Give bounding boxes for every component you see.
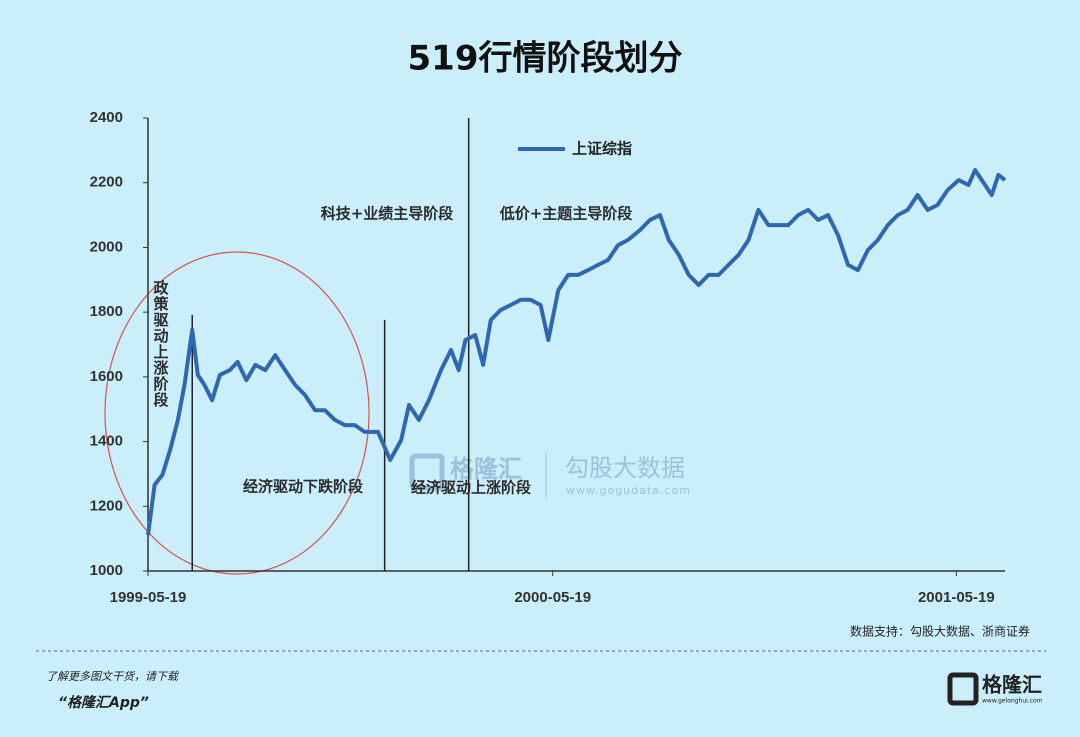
y-tick-label: 2200 bbox=[90, 174, 123, 191]
x-tick-label: 1999-05-19 bbox=[110, 589, 187, 606]
chart-title: 519行情阶段划分 bbox=[408, 39, 683, 79]
watermark-logo bbox=[409, 453, 445, 491]
watermark-brand: 格隆汇 bbox=[450, 455, 522, 483]
annotation: 科技+业绩主导阶段 bbox=[321, 205, 454, 223]
y-tick-label: 1600 bbox=[90, 368, 123, 385]
watermark-name: 勾股大数据 bbox=[565, 454, 685, 482]
footer-logo-url: www.gelonghui.com bbox=[982, 698, 1043, 705]
y-tick-label: 1400 bbox=[90, 433, 123, 450]
annotation: 低价+主题主导阶段 bbox=[499, 205, 633, 223]
y-tick-label: 1000 bbox=[90, 562, 123, 579]
y-tick-label: 2400 bbox=[90, 109, 123, 126]
x-tick-label: 2001-05-19 bbox=[918, 589, 995, 606]
y-tick-label: 2000 bbox=[90, 238, 123, 255]
series-line bbox=[146, 168, 1007, 536]
annotation: 经济驱动下跌阶段 bbox=[243, 478, 363, 496]
footer-logo: 格隆汇 bbox=[982, 673, 1042, 697]
y-tick-label: 1800 bbox=[90, 303, 123, 320]
legend-label: 上证综指 bbox=[572, 140, 632, 158]
source: 数据支持：勾股大数据、浙商证券 bbox=[850, 624, 1030, 639]
footer-app: “格隆汇App” bbox=[58, 694, 149, 711]
highlight-circle bbox=[104, 251, 370, 575]
y-tick-label: 1200 bbox=[90, 497, 123, 514]
annotation: 政策驱动上涨阶段 bbox=[152, 279, 170, 408]
watermark: 格隆汇 勾股大数据 www.gogudata.com bbox=[409, 452, 691, 498]
watermark-url: www.gogudata.com bbox=[566, 484, 691, 497]
footer-prompt: 了解更多图文干货，请下载 bbox=[46, 670, 180, 683]
logo-mark bbox=[947, 672, 979, 706]
x-tick-label: 2000-05-19 bbox=[514, 589, 591, 606]
annotation: 经济驱动上涨阶段 bbox=[411, 479, 531, 497]
